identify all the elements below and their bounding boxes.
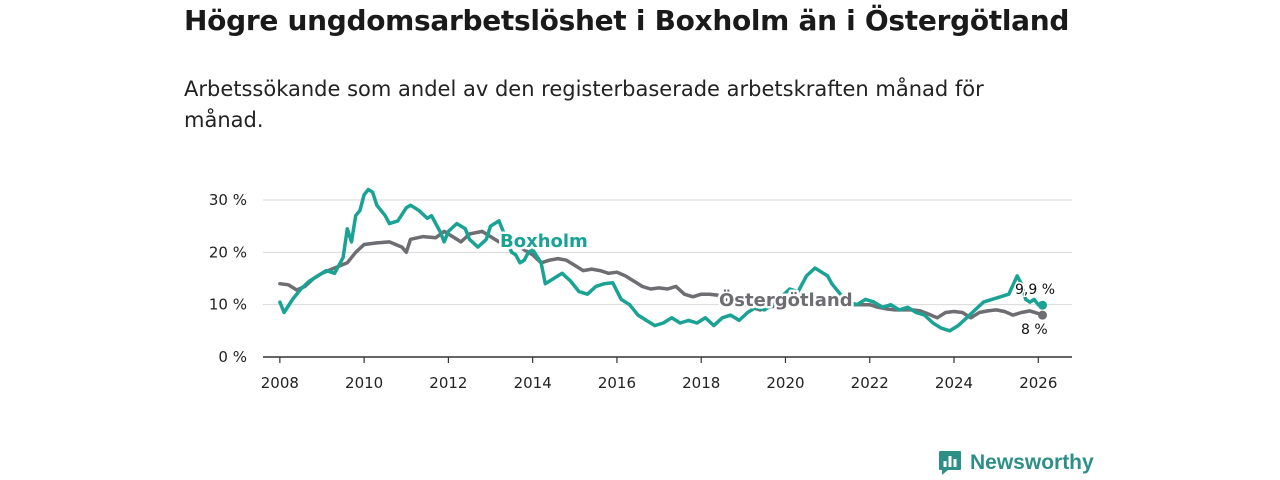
y-tick-label: 20 % [209,243,247,261]
y-tick-label: 10 % [209,296,247,314]
x-tick-label: 2016 [598,374,636,392]
x-axis: 2008 2010 2012 2014 2016 2018 2020 2022 2024 2026 [261,356,1072,392]
x-tick-label: 2024 [935,374,973,392]
series-labels: Östergötland 8 % Boxholm 9,9 % [498,229,1057,340]
series-line-östergötland [278,229,1045,320]
x-tick-label: 2008 [261,374,299,392]
chart-title: Högre ungdomsarbetslöshet i Boxholm än i… [184,4,1070,37]
line-chart: 0 % 10 % 20 % 30 % 2008 2010 2012 2014 2016 2018… [209,187,1072,392]
gridlines [263,199,1072,306]
x-tick-label: 2014 [514,374,552,392]
series-end-value: 9,9 % [1015,282,1055,298]
x-tick-label: 2026 [1019,374,1057,392]
bar-chart-icon [939,451,961,475]
y-tick-label: 30 % [209,191,247,209]
series-label: Östergötland [719,289,853,311]
y-tick-label: 0 % [218,348,247,366]
x-tick-label: 2022 [851,374,889,392]
series-lines [278,187,1048,333]
series-end-value: 8 % [1021,322,1048,338]
series-label: Boxholm [500,231,588,252]
series-line-boxholm [278,187,1045,333]
x-tick-label: 2012 [429,374,467,392]
x-tick-label: 2018 [682,374,720,392]
newsworthy-logo: Newsworthy [938,448,1094,478]
series-endpoint [1038,300,1048,310]
brand-name: Newsworthy [970,451,1094,474]
y-axis-ticks: 0 % 10 % 20 % 30 % [209,191,247,366]
x-tick-label: 2010 [345,374,383,392]
chart-subtitle: Arbetssökande som andel av den registerb… [184,77,984,132]
series-endpoint [1038,310,1048,320]
x-tick-label: 2020 [766,374,804,392]
